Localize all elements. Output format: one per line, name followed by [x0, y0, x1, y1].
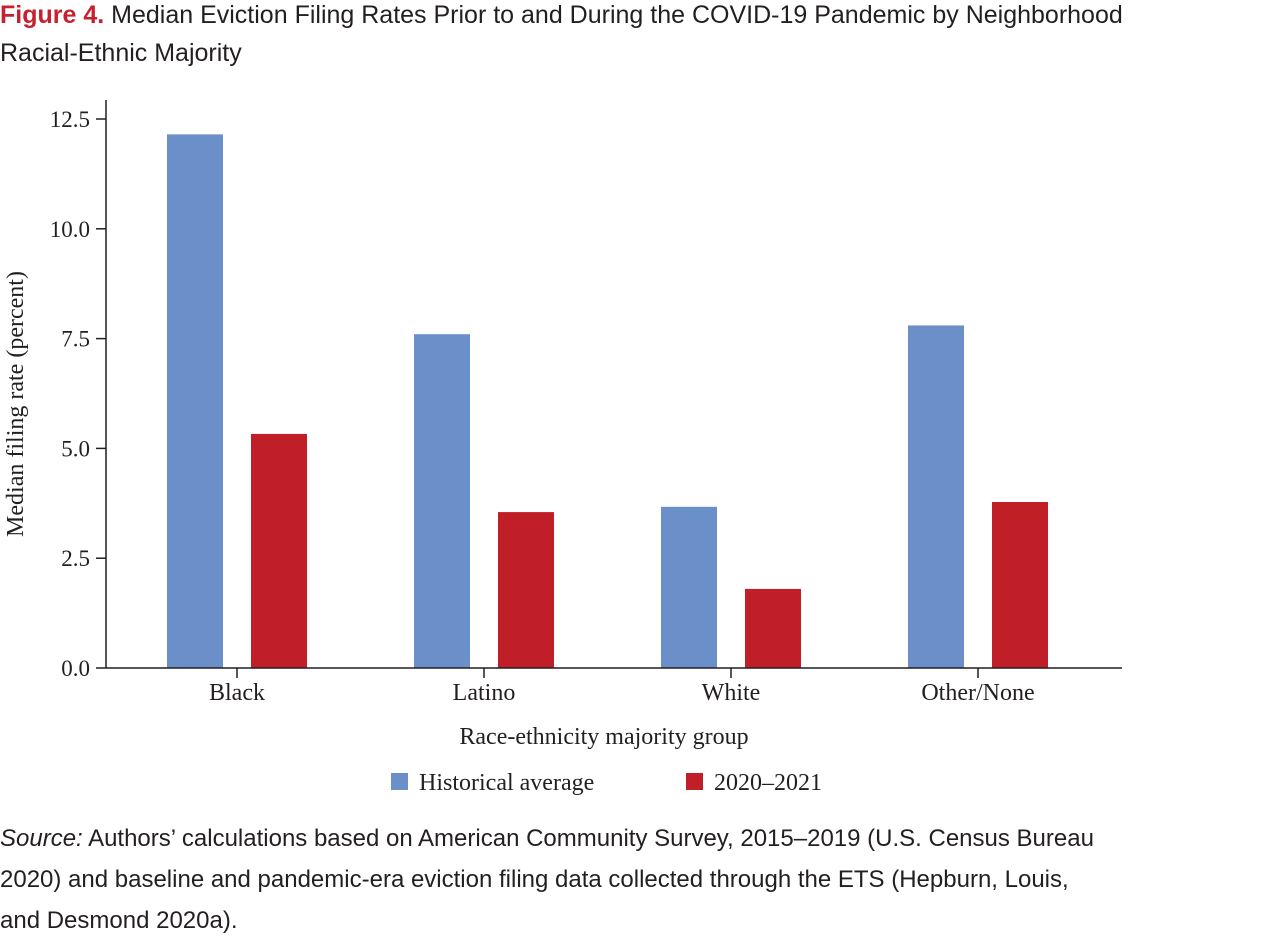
source-line3: and Desmond 2020a).: [0, 907, 238, 934]
x-axis-label: Race-ethnicity majority group: [459, 724, 748, 750]
bar-historical-latino: [414, 334, 470, 668]
source-line2: 2020) and baseline and pandemic-era evic…: [0, 866, 1069, 893]
source-note: Source: Authors’ calculations based on A…: [0, 818, 1280, 941]
bar-chart: 0.0 2.5 5.0 7.5 10.0 12.5 Black Latino White Oth…: [3, 100, 1122, 796]
legend-label: Historical average: [419, 770, 594, 796]
bar-pandemic-white: [745, 588, 801, 668]
bar-pandemic-latino: [498, 512, 554, 668]
x-tick-label: Other/None: [921, 680, 1034, 706]
x-tick-label: White: [702, 680, 761, 706]
bar-historical-black: [167, 134, 223, 668]
bar-pandemic-other-none: [992, 501, 1048, 668]
figure-title-line2: Racial-Ethnic Majority: [0, 39, 242, 67]
x-tick-label: Black: [209, 680, 265, 706]
legend-label: 2020–2021: [714, 770, 822, 796]
x-tick-label: Latino: [453, 680, 516, 706]
x-ticks-group: Black Latino White Other/None: [209, 668, 1035, 706]
y-tick-label: 2.5: [61, 546, 90, 571]
y-tick-label: 0.0: [61, 656, 90, 681]
source-line1: Source: Authors’ calculations based on A…: [0, 818, 1280, 859]
legend-swatch: [686, 773, 703, 790]
legend-swatch: [391, 773, 408, 790]
figure-title: Figure 4. Median Eviction Filing Rates P…: [0, 0, 1280, 72]
source-text-1: Authors’ calculations based on American …: [82, 825, 1094, 852]
y-tick-label: 12.5: [50, 107, 90, 132]
y-tick-label: 10.0: [50, 217, 90, 242]
figure-title-line1: Median Eviction Filing Rates Prior to an…: [111, 1, 1123, 29]
bar-pandemic-black: [251, 433, 307, 668]
figure-label: Figure 4.: [0, 1, 105, 29]
bar-historical-white: [661, 506, 717, 668]
legend: Historical average 2020–2021: [391, 770, 822, 796]
bar-historical-other-none: [908, 325, 964, 668]
source-label: Source:: [0, 825, 83, 852]
y-tick-label: 5.0: [61, 436, 90, 461]
y-axis-label: Median filing rate (percent): [3, 271, 29, 537]
y-tick-label: 7.5: [61, 327, 90, 352]
bars-group: [167, 134, 1048, 668]
y-ticks-group: 0.0 2.5 5.0 7.5 10.0 12.5: [50, 107, 106, 681]
